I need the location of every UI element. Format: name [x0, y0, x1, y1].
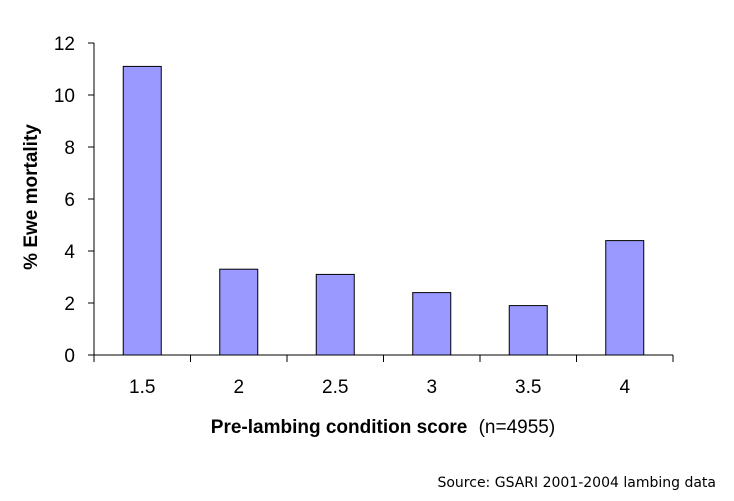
x-axis-title: Pre-lambing condition score (n=4955)	[211, 417, 555, 438]
y-tick-label: 8	[64, 138, 75, 159]
x-tick-label: 2	[233, 377, 244, 398]
bar	[219, 268, 259, 356]
x-tick-label: 4	[619, 377, 630, 398]
bar	[412, 292, 452, 356]
x-axis-title-suffix: (n=4955)	[479, 417, 556, 438]
y-tick-labels: 0 2 4 6 8 10 12	[54, 34, 76, 367]
x-tick-label: 3.5	[515, 377, 541, 398]
bar	[508, 305, 548, 356]
bar	[315, 273, 355, 356]
bar	[122, 65, 162, 356]
y-tick-label: 4	[64, 242, 75, 263]
x-tick-label: 2.5	[322, 377, 348, 398]
y-tick-label: 12	[54, 34, 75, 55]
bar	[605, 240, 645, 356]
y-axis	[88, 42, 95, 356]
y-tick-label: 0	[64, 346, 75, 367]
x-axis	[93, 354, 674, 362]
x-tick-label: 3	[426, 377, 437, 398]
y-tick-label: 6	[64, 190, 75, 211]
source-note: Source: GSARI 2001-2004 lambing data	[437, 475, 716, 491]
y-tick-label: 2	[64, 294, 75, 315]
y-tick-label: 10	[54, 86, 75, 107]
x-axis-title-main: Pre-lambing condition score	[211, 417, 468, 438]
x-tick-label: 1.5	[129, 377, 155, 398]
bar-series	[122, 65, 645, 356]
x-tick-labels: 1.5 2 2.5 3 3.5 4	[129, 377, 630, 398]
y-axis-title: % Ewe mortality	[21, 124, 42, 270]
